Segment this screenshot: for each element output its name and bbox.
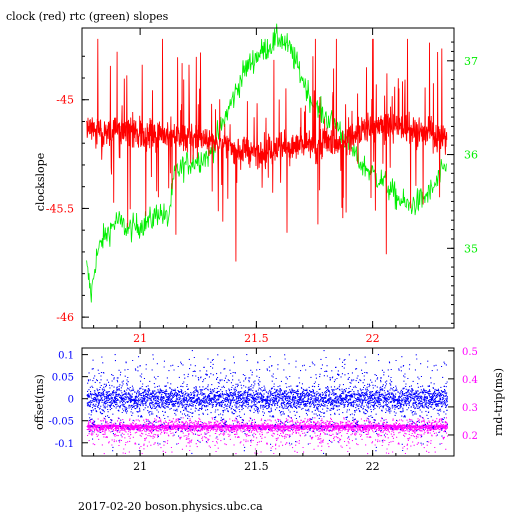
offset-y-tick-label: -0.1 [55,439,74,450]
offset-x-tick-label: 22 [366,460,380,473]
footer-label: 2017-02-20 boson.physics.ubc.ca [78,500,263,512]
rnd-trip-y-tick-label: 0.3 [462,403,478,414]
slopes-x-tick-label: 22 [366,332,380,345]
clock-series-line [86,38,448,262]
offset-chart: 0.1 0.05 0 -0.05 -0.1 0.5 0.4 0.3 0.2 21 21.5 22 of… [33,347,505,473]
slopes-x-tick-label: 21.5 [244,332,269,345]
slopes-axes: -45 -45.5 -46 37 36 35 21 21.5 22 [46,27,478,345]
slopes-x-tick-label: 21 [133,332,147,345]
offset-axes: 0.1 0.05 0 -0.05 -0.1 0.5 0.4 0.3 0.2 21 21.5 22 [48,347,478,473]
rnd-trip-y-axis-label: rnd-trip(ms) [492,368,505,436]
offset-y-axis-label: offset(ms) [33,374,46,430]
offset-series-points [86,350,449,454]
slopes-y-tick-label: -45 [56,94,74,107]
offset-y-tick-label: 0.1 [58,351,74,362]
rnd-trip-y-tick-label: 0.2 [462,431,478,442]
slopes-y2-tick-label: 36 [464,149,478,162]
offset-x-tick-label: 21.5 [244,460,269,473]
slopes-y-tick-label: -46 [56,311,74,324]
slopes-y2-tick-label: 37 [464,55,478,68]
offset-data-layer [86,350,449,455]
slopes-data-layer [86,23,448,303]
offset-y-tick-label: 0.05 [52,373,74,384]
slopes-y-axis-label: clockslope [34,153,47,211]
rnd-trip-series-points [86,416,449,455]
slopes-chart: -45 -45.5 -46 37 36 35 21 21.5 22 clockslope [34,23,478,345]
rtc-series-line [86,23,447,303]
offset-plot-frame [81,347,455,457]
rnd-trip-y-tick-label: 0.4 [462,375,478,386]
slopes-y2-tick-label: 35 [464,242,478,255]
offset-y-tick-label: -0.05 [48,417,74,428]
offset-y-tick-label: 0 [68,395,74,406]
offset-x-tick-label: 21 [133,460,147,473]
chart-title: clock (red) rtc (green) slopes [6,10,169,23]
slopes-plot-frame [81,27,455,329]
rnd-trip-y-tick-label: 0.5 [462,347,478,358]
slopes-y-tick-label: -45.5 [46,202,74,215]
